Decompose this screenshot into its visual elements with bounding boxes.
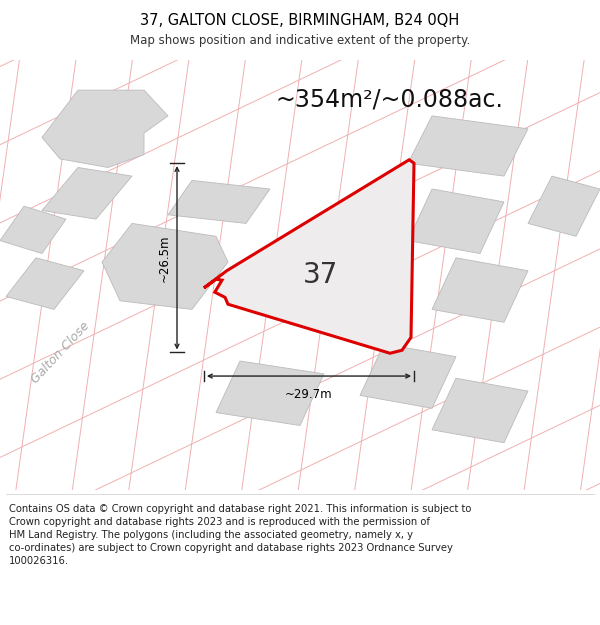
Text: ~29.7m: ~29.7m bbox=[285, 388, 333, 401]
Text: ~354m²/~0.088ac.: ~354m²/~0.088ac. bbox=[276, 88, 504, 112]
Polygon shape bbox=[42, 90, 168, 168]
Polygon shape bbox=[6, 258, 84, 309]
Polygon shape bbox=[528, 176, 600, 236]
Polygon shape bbox=[0, 206, 66, 254]
Polygon shape bbox=[408, 189, 504, 254]
Text: Contains OS data © Crown copyright and database right 2021. This information is : Contains OS data © Crown copyright and d… bbox=[9, 504, 472, 566]
Text: 37: 37 bbox=[304, 261, 338, 289]
Polygon shape bbox=[408, 116, 528, 176]
Polygon shape bbox=[432, 258, 528, 322]
Polygon shape bbox=[216, 361, 324, 426]
Text: ~26.5m: ~26.5m bbox=[157, 234, 170, 281]
Polygon shape bbox=[204, 160, 414, 353]
Text: Galton Close: Galton Close bbox=[28, 319, 92, 386]
Polygon shape bbox=[42, 168, 132, 219]
Polygon shape bbox=[168, 181, 270, 223]
Polygon shape bbox=[432, 378, 528, 442]
Polygon shape bbox=[102, 223, 228, 309]
Text: Map shows position and indicative extent of the property.: Map shows position and indicative extent… bbox=[130, 34, 470, 47]
Text: 37, GALTON CLOSE, BIRMINGHAM, B24 0QH: 37, GALTON CLOSE, BIRMINGHAM, B24 0QH bbox=[140, 13, 460, 28]
Polygon shape bbox=[360, 344, 456, 408]
